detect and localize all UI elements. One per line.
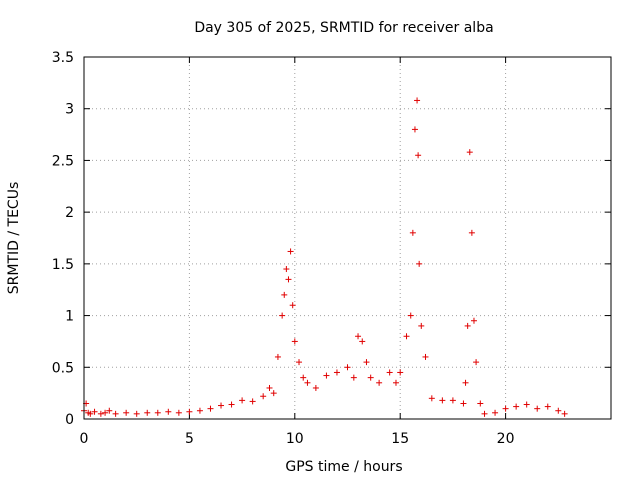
data-point	[416, 260, 423, 267]
data-point	[285, 276, 292, 283]
data-point	[175, 409, 182, 416]
data-point	[270, 390, 277, 397]
data-point	[296, 359, 303, 366]
data-point	[266, 384, 273, 391]
data-point	[350, 374, 357, 381]
data-point	[91, 408, 98, 415]
grid	[84, 57, 611, 419]
data-point	[415, 152, 422, 159]
data-point	[154, 409, 161, 416]
data-point	[344, 364, 351, 371]
data-point	[464, 322, 471, 329]
data-point	[144, 409, 151, 416]
data-point	[409, 229, 416, 236]
data-point	[534, 405, 541, 412]
data-point	[287, 248, 294, 255]
x-tick-label: 15	[391, 431, 409, 447]
data-point	[376, 379, 383, 386]
data-point	[386, 369, 393, 376]
data-point	[355, 333, 362, 340]
data-point	[460, 400, 467, 407]
data-point	[218, 402, 225, 409]
data-point	[102, 409, 109, 416]
y-tick-label: 2	[65, 205, 74, 221]
y-tick-label: 0.5	[52, 360, 74, 376]
data-point	[561, 410, 568, 417]
data-point	[492, 409, 499, 416]
y-tick-label: 1.5	[52, 257, 74, 273]
data-point	[112, 410, 119, 417]
data-point	[422, 353, 429, 360]
data-point	[123, 409, 130, 416]
data-point	[249, 398, 256, 405]
data-point	[228, 401, 235, 408]
data-point	[523, 401, 530, 408]
x-axis-label: GPS time / hours	[285, 459, 402, 475]
data-point	[260, 393, 267, 400]
data-point	[323, 372, 330, 379]
data-points	[81, 97, 568, 417]
data-point	[403, 333, 410, 340]
data-point	[281, 291, 288, 298]
data-point	[462, 379, 469, 386]
data-point	[449, 397, 456, 404]
data-point	[186, 408, 193, 415]
data-point	[392, 379, 399, 386]
x-tick-label: 5	[185, 431, 194, 447]
data-point	[239, 397, 246, 404]
x-tick-label: 20	[497, 431, 515, 447]
data-point	[359, 338, 366, 345]
data-point	[97, 410, 104, 417]
data-point	[196, 407, 203, 414]
y-tick-label: 3	[65, 102, 74, 118]
data-point	[428, 395, 435, 402]
y-tick-label: 0	[65, 412, 74, 428]
data-point	[470, 317, 477, 324]
y-tick-label: 3.5	[52, 50, 74, 66]
data-point	[411, 126, 418, 133]
data-point	[283, 266, 290, 273]
data-point	[367, 374, 374, 381]
data-point	[279, 312, 286, 319]
y-axis-label: SRMTID / TECUs	[6, 182, 22, 295]
data-point	[513, 403, 520, 410]
data-point	[304, 379, 311, 386]
y-tick-label: 1	[65, 309, 74, 325]
x-tick-label: 10	[286, 431, 304, 447]
data-point	[133, 410, 140, 417]
data-point	[300, 374, 307, 381]
y-tick-label: 2.5	[52, 153, 74, 169]
data-point	[477, 400, 484, 407]
data-point	[363, 359, 370, 366]
plot-frame	[83, 56, 612, 420]
data-point	[544, 403, 551, 410]
data-point	[555, 407, 562, 414]
data-point	[407, 312, 414, 319]
tick-labels: 0 5 10 15 20 0 0.5 1 1.5 2 2.5 3 3.5	[52, 50, 515, 447]
data-point	[165, 408, 172, 415]
data-point	[481, 410, 488, 417]
data-point	[473, 359, 480, 366]
data-point	[466, 149, 473, 156]
data-point	[87, 410, 94, 417]
data-point	[312, 384, 319, 391]
data-point	[106, 407, 113, 414]
data-point	[397, 369, 404, 376]
data-point	[418, 322, 425, 329]
data-point	[207, 405, 214, 412]
x-tick-label: 0	[80, 431, 89, 447]
data-point	[414, 97, 421, 104]
data-point	[333, 369, 340, 376]
chart-title: Day 305 of 2025, SRMTID for receiver alb…	[194, 20, 493, 36]
data-point	[502, 405, 509, 412]
data-point	[468, 229, 475, 236]
data-point	[291, 338, 298, 345]
data-point	[274, 353, 281, 360]
data-point	[439, 397, 446, 404]
data-point	[289, 302, 296, 309]
